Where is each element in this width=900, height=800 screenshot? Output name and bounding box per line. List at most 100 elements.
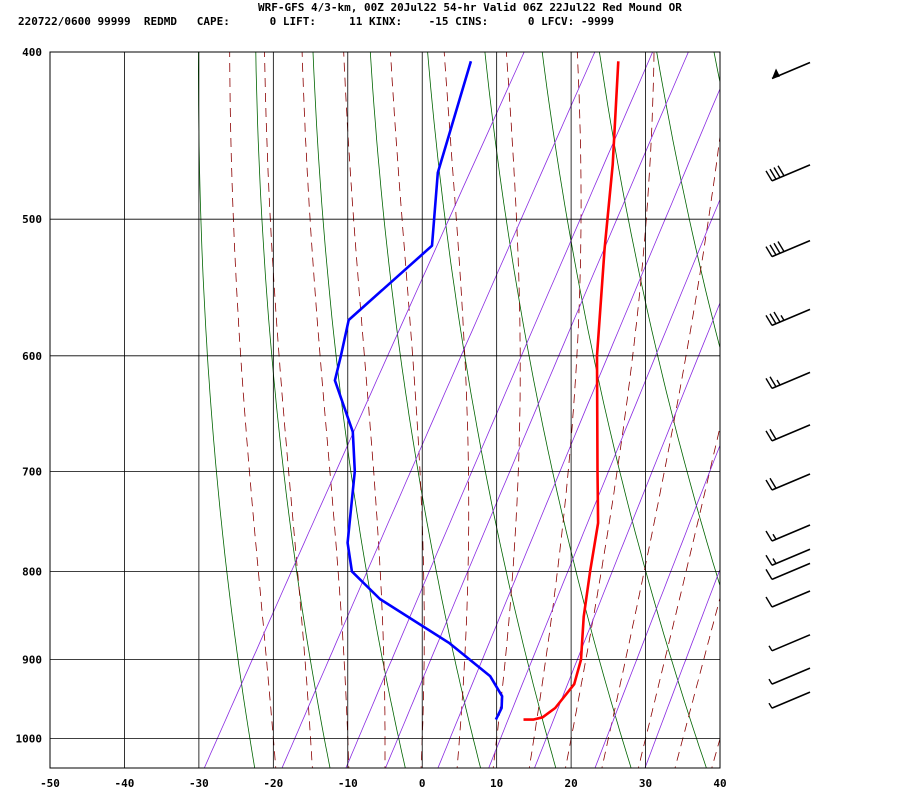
wind-barb (765, 239, 811, 258)
x-tick-label: -10 (338, 777, 358, 790)
mixing-ratio-line (488, 198, 720, 768)
barb-flag (769, 168, 777, 180)
barb-flag (769, 428, 777, 440)
moist-adiabat (528, 52, 582, 768)
grid-lines (49, 51, 721, 768)
barb-pennant (772, 68, 780, 79)
moist-adiabat (637, 425, 720, 768)
barb-flag (765, 554, 773, 566)
wind-barb (771, 61, 811, 80)
barb-shaft (771, 164, 811, 182)
barb-shaft (771, 562, 811, 581)
x-tick-label: 40 (713, 777, 726, 790)
x-tick-label: -40 (115, 777, 135, 790)
temperature-profile (523, 61, 620, 721)
barb-half-flag (776, 379, 781, 386)
mixing-ratio-line (534, 301, 720, 768)
barb-flag (765, 479, 773, 491)
mixing-ratio-line (437, 87, 720, 768)
wind-barb (768, 667, 811, 685)
barb-half-flag (772, 558, 777, 564)
barb-flag (769, 313, 777, 325)
dry-adiabat (881, 33, 900, 775)
moist-adiabat (711, 737, 720, 768)
y-tick-label: 400 (22, 46, 42, 59)
barb-flag (765, 530, 773, 542)
barb-half-flag (768, 702, 773, 709)
background-lines (197, 33, 900, 775)
wind-barb (765, 562, 811, 581)
moist-adiabat (343, 52, 386, 768)
barb-flag (765, 246, 773, 257)
barb-flag (777, 241, 785, 252)
barb-half-flag (780, 314, 785, 321)
moist-adiabat (229, 52, 277, 768)
y-tick-label: 500 (22, 213, 42, 226)
wind-barb (765, 548, 811, 566)
barb-flag (765, 378, 773, 389)
x-tick-label: -50 (40, 777, 60, 790)
axis-ticks: 400 500 600 700 800 900 1000 -50 -40 -30 -20 -10 0 10… (16, 46, 727, 790)
mixing-ratio-line (385, 52, 689, 768)
barb-shaft (771, 239, 811, 258)
barb-shaft (771, 667, 811, 685)
dry-adiabat (197, 52, 256, 768)
dry-adiabat (824, 33, 900, 775)
mixing-ratio-line (281, 52, 596, 768)
wind-barb (765, 524, 811, 542)
wind-barb (765, 473, 811, 491)
barb-shaft (771, 308, 811, 327)
dry-adiabat (767, 33, 900, 775)
y-tick-label: 1000 (16, 733, 43, 746)
barb-flag (777, 165, 785, 177)
wind-barb (765, 371, 811, 390)
dry-adiabat (713, 52, 720, 85)
wind-barb (765, 590, 811, 608)
mixing-ratio-line (203, 52, 525, 768)
barb-flag (765, 430, 773, 442)
wind-barb (765, 164, 811, 182)
barb-shaft (771, 371, 811, 390)
barb-shaft (771, 473, 811, 491)
barb-shaft (771, 634, 811, 652)
plot-frame (49, 51, 721, 769)
moist-adiabat (390, 52, 425, 768)
x-tick-label: 20 (564, 777, 577, 790)
barb-flag (773, 311, 781, 323)
dry-adiabat (484, 52, 632, 768)
barb-shaft (771, 524, 811, 542)
barb-flag (769, 244, 777, 256)
barb-half-flag (768, 678, 773, 685)
barb-shaft (771, 548, 811, 566)
wind-barb (765, 424, 811, 442)
mixing-ratio-line (644, 568, 720, 768)
wind-barb (765, 308, 811, 327)
barb-half-flag (772, 533, 777, 540)
dry-adiabat (312, 52, 406, 768)
barb-flag (769, 376, 777, 388)
wind-barbs (765, 61, 811, 709)
y-tick-label: 700 (22, 465, 42, 478)
barb-half-flag (768, 645, 773, 652)
dewpoint-profile (333, 60, 504, 721)
x-tick-label: 10 (490, 777, 503, 790)
dry-adiabat (598, 52, 720, 588)
y-tick-label: 900 (22, 654, 42, 667)
barb-flag (765, 569, 773, 580)
barb-shaft (771, 691, 811, 709)
barb-shaft (771, 590, 811, 608)
x-tick-label: -20 (263, 777, 283, 790)
barb-shaft (771, 424, 811, 442)
sounding-indices: 220722/0600 99999 REDMD CAPE: 0 LIFT: 11… (18, 15, 615, 28)
moist-adiabat (601, 133, 720, 768)
wind-barb (768, 634, 811, 652)
moist-adiabat (674, 596, 720, 768)
dry-adiabat (369, 52, 482, 768)
x-tick-label: 30 (639, 777, 652, 790)
barb-flag (765, 170, 773, 182)
x-tick-label: -30 (189, 777, 209, 790)
barb-flag (765, 596, 773, 608)
y-tick-label: 600 (22, 350, 42, 363)
mixing-ratio-line (594, 444, 720, 768)
